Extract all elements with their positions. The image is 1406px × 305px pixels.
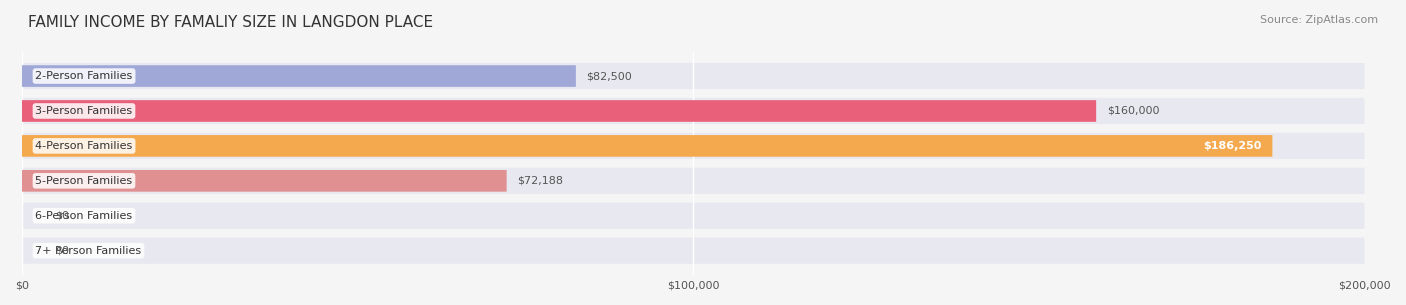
Text: 2-Person Families: 2-Person Families [35, 71, 132, 81]
FancyBboxPatch shape [22, 63, 1365, 89]
Text: $0: $0 [56, 211, 69, 221]
FancyBboxPatch shape [22, 98, 1365, 124]
Text: $72,188: $72,188 [517, 176, 564, 186]
Text: Source: ZipAtlas.com: Source: ZipAtlas.com [1260, 15, 1378, 25]
Text: 4-Person Families: 4-Person Families [35, 141, 132, 151]
Text: 5-Person Families: 5-Person Families [35, 176, 132, 186]
Text: FAMILY INCOME BY FAMALIY SIZE IN LANGDON PLACE: FAMILY INCOME BY FAMALIY SIZE IN LANGDON… [28, 15, 433, 30]
FancyBboxPatch shape [22, 170, 506, 192]
FancyBboxPatch shape [22, 168, 1365, 194]
Text: $0: $0 [56, 246, 69, 256]
FancyBboxPatch shape [22, 100, 1097, 122]
Text: 3-Person Families: 3-Person Families [35, 106, 132, 116]
Text: $186,250: $186,250 [1204, 141, 1261, 151]
FancyBboxPatch shape [22, 203, 1365, 229]
FancyBboxPatch shape [22, 135, 1272, 157]
Text: 6-Person Families: 6-Person Families [35, 211, 132, 221]
Text: $160,000: $160,000 [1107, 106, 1160, 116]
FancyBboxPatch shape [22, 133, 1365, 159]
FancyBboxPatch shape [22, 65, 576, 87]
Text: $82,500: $82,500 [586, 71, 633, 81]
FancyBboxPatch shape [22, 238, 1365, 264]
Text: 7+ Person Families: 7+ Person Families [35, 246, 142, 256]
